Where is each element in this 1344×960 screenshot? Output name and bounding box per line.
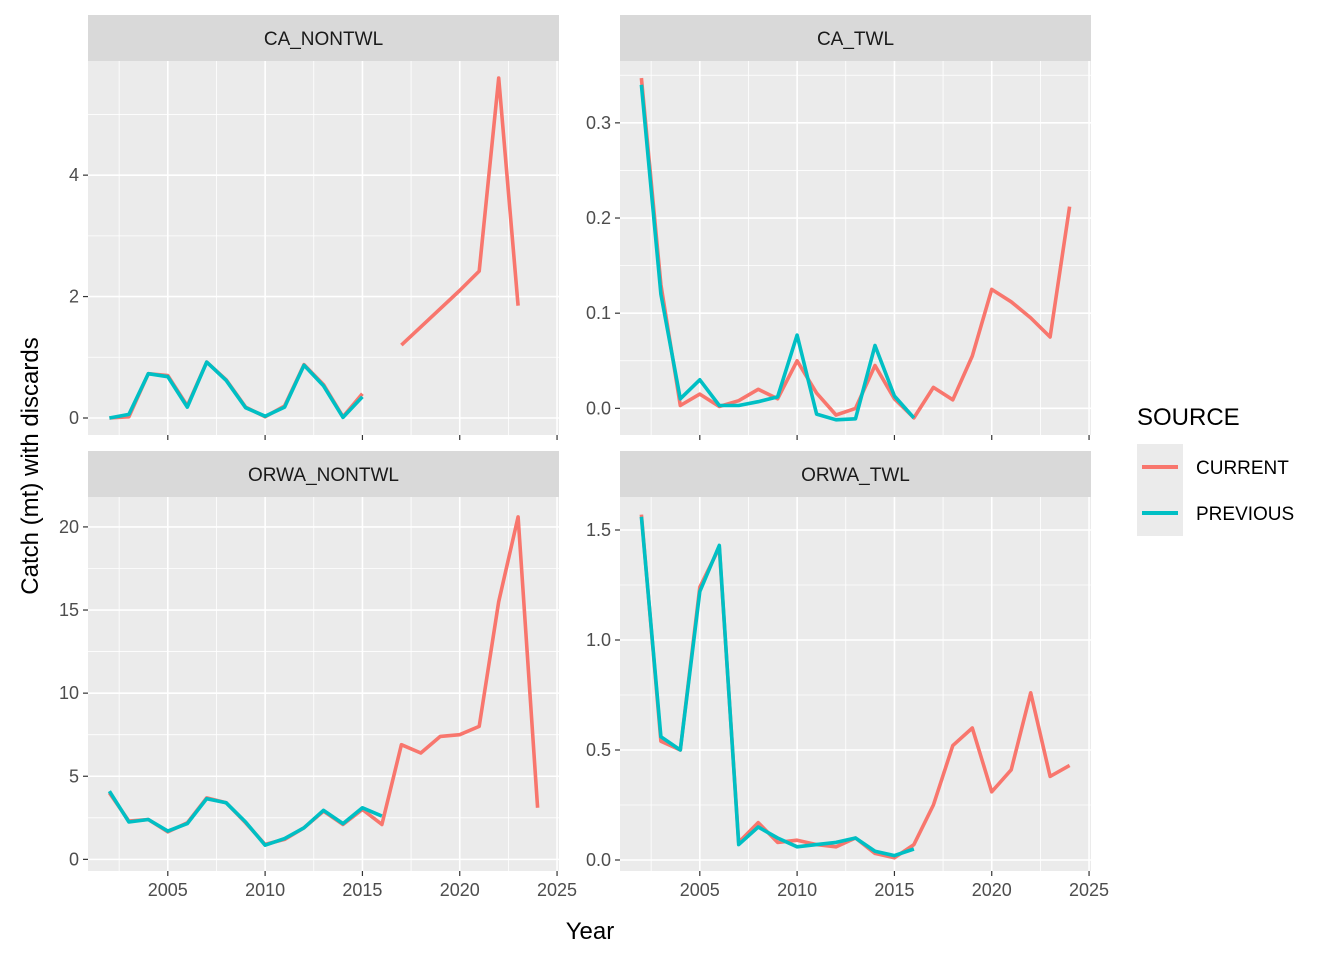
x-tick-label: 2025 <box>537 880 577 900</box>
y-tick-label: 20 <box>59 517 79 537</box>
y-tick-label: 0 <box>69 849 79 869</box>
y-tick-label: 4 <box>69 165 79 185</box>
panel-background <box>88 497 559 871</box>
y-tick-label: 1.5 <box>586 520 611 540</box>
x-axis-title: Year <box>566 918 615 945</box>
y-tick-label: 2 <box>69 287 79 307</box>
y-tick-label: 0.2 <box>586 208 611 228</box>
y-tick-label: 0 <box>69 408 79 428</box>
x-tick-label: 2010 <box>777 880 817 900</box>
x-tick-label: 2015 <box>342 880 382 900</box>
y-tick-label: 0.3 <box>586 113 611 133</box>
series-line-previous <box>107 790 383 848</box>
y-tick-label: 0.0 <box>586 398 611 418</box>
y-tick-label: 0.5 <box>586 740 611 760</box>
panel-ca-nontwl: CA_NONTWL 0 2 4 <box>69 15 559 440</box>
series-line-current <box>639 77 1072 420</box>
y-axis-title: Catch (mt) with discards <box>17 337 44 594</box>
strip-ca-twl <box>620 15 1091 61</box>
y-tick-label: 15 <box>59 600 79 620</box>
strip-ca-nontwl <box>88 15 559 61</box>
strip-label: CA_NONTWL <box>264 29 383 50</box>
panel-ca-twl: CA_TWL 0.0 0.1 0.2 0.3 <box>586 15 1091 440</box>
panel-background <box>88 61 559 435</box>
legend-title: SOURCE <box>1137 404 1240 431</box>
panel-orwa-nontwl: ORWA_NONTWL 0 5 10 15 20 2005 2010 2015 2020 2025 <box>59 451 577 900</box>
panel-orwa-twl: ORWA_TWL 0.0 0.5 1.0 1.5 2005 2010 2015 2020 2025 <box>586 451 1109 900</box>
strip-label: ORWA_TWL <box>801 465 910 486</box>
x-tick-label: 2010 <box>245 880 285 900</box>
x-tick-label: 2015 <box>874 880 914 900</box>
series-line-previous <box>639 84 916 422</box>
x-tick-label: 2020 <box>440 880 480 900</box>
facet-panels: CA_NONTWL 0 2 4 CA_TWL 0.0 0.1 0.2 0.3 ORWA_NONTW… <box>59 15 1109 900</box>
y-tick-label: 10 <box>59 683 79 703</box>
series-line-previous <box>639 516 915 858</box>
x-tick-label: 2005 <box>680 880 720 900</box>
series-line-current <box>400 76 520 347</box>
strip-orwa-twl <box>620 451 1091 497</box>
y-tick-label: 5 <box>69 766 79 786</box>
strip-label: CA_TWL <box>817 29 894 50</box>
y-tick-label: 0.0 <box>586 850 611 870</box>
legend: SOURCE CURRENT PREVIOUS <box>1137 404 1294 536</box>
legend-label-previous: PREVIOUS <box>1196 504 1294 525</box>
series-line-previous <box>109 360 364 420</box>
y-tick-label: 0.1 <box>586 303 611 323</box>
strip-orwa-nontwl <box>88 451 559 497</box>
x-tick-label: 2005 <box>148 880 188 900</box>
x-tick-label: 2025 <box>1069 880 1109 900</box>
panel-background <box>620 497 1091 871</box>
panel-background <box>620 61 1091 435</box>
legend-label-current: CURRENT <box>1196 458 1289 479</box>
strip-label: ORWA_NONTWL <box>248 465 399 486</box>
y-tick-label: 1.0 <box>586 630 611 650</box>
x-tick-label: 2020 <box>972 880 1012 900</box>
